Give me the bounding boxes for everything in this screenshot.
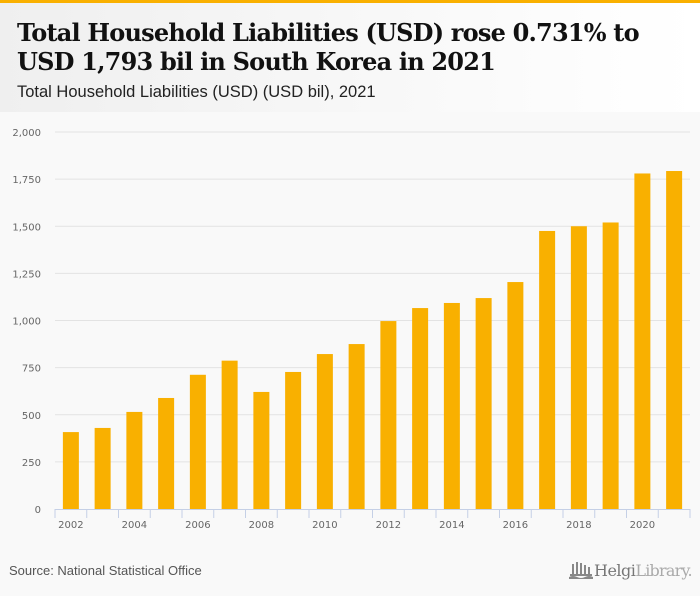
bar-2020 xyxy=(634,173,651,509)
x-axis xyxy=(54,509,691,518)
y-tick-label: 1,250 xyxy=(12,269,41,280)
chart-subtitle: Total Household Liabilities (USD) (USD b… xyxy=(17,83,376,101)
x-tick-label: 2012 xyxy=(376,520,401,531)
bar-2005 xyxy=(158,397,175,509)
x-tick-label: 2008 xyxy=(249,520,274,531)
y-tick-label: 500 xyxy=(22,411,41,422)
y-tick-label: 1,500 xyxy=(12,222,41,233)
y-tick-label: 1,750 xyxy=(12,175,41,186)
bar-2016 xyxy=(507,282,524,509)
logo-text-helgi: Helgi xyxy=(594,560,636,580)
bar-2017 xyxy=(539,230,556,509)
bar-2012 xyxy=(380,321,397,509)
bar-2015 xyxy=(475,298,492,509)
x-tick-label: 2006 xyxy=(185,520,210,531)
gridlines xyxy=(55,131,690,463)
bar-2009 xyxy=(285,371,302,509)
x-tick-label: 2016 xyxy=(503,520,528,531)
x-tick-label: 2004 xyxy=(122,520,147,531)
bar-2006 xyxy=(189,374,206,509)
helgilibrary-logo[interactable]: Helgi Library. xyxy=(568,560,693,580)
chart-header: Total Household Liabilities (USD) rose 0… xyxy=(0,3,700,112)
bar-2011 xyxy=(348,344,365,509)
bar-chart: 0 250 500 750 1,000 1,250 1,500 1,750 2,000 2002… xyxy=(12,128,691,531)
x-tick-label: 2010 xyxy=(312,520,337,531)
y-tick-label: 250 xyxy=(22,458,41,469)
source-note: Source: National Statistical Office xyxy=(9,563,202,578)
y-tick-label: 750 xyxy=(22,364,41,375)
bar-2004 xyxy=(126,411,143,509)
x-tick-label: 2002 xyxy=(58,520,83,531)
bar-2018 xyxy=(570,226,587,509)
y-tick-label: 2,000 xyxy=(12,128,41,139)
x-axis-ticks: 2002 2004 2006 2008 2010 2012 2014 2016 2018 2020 xyxy=(58,520,655,531)
bar-2013 xyxy=(412,308,429,509)
logo-text-library: Library. xyxy=(635,560,692,580)
y-axis-ticks: 0 250 500 750 1,000 1,250 1,500 1,750 2,000 xyxy=(12,128,41,516)
bars xyxy=(62,171,683,509)
bar-2021 xyxy=(666,171,683,509)
accent-bar xyxy=(0,0,700,3)
bar-2010 xyxy=(316,354,333,509)
library-building-icon xyxy=(569,562,593,579)
bar-2014 xyxy=(443,302,460,509)
chart-title: Total Household Liabilities (USD) rose 0… xyxy=(17,18,640,76)
bar-2019 xyxy=(602,222,619,509)
x-tick-label: 2014 xyxy=(439,520,464,531)
y-tick-label: 1,000 xyxy=(12,317,41,328)
x-tick-label: 2018 xyxy=(566,520,591,531)
bar-2003 xyxy=(94,427,111,509)
bar-2002 xyxy=(62,432,79,509)
bar-2008 xyxy=(253,391,270,509)
bar-2007 xyxy=(221,360,238,509)
y-tick-label: 0 xyxy=(35,505,41,516)
x-tick-label: 2020 xyxy=(630,520,655,531)
